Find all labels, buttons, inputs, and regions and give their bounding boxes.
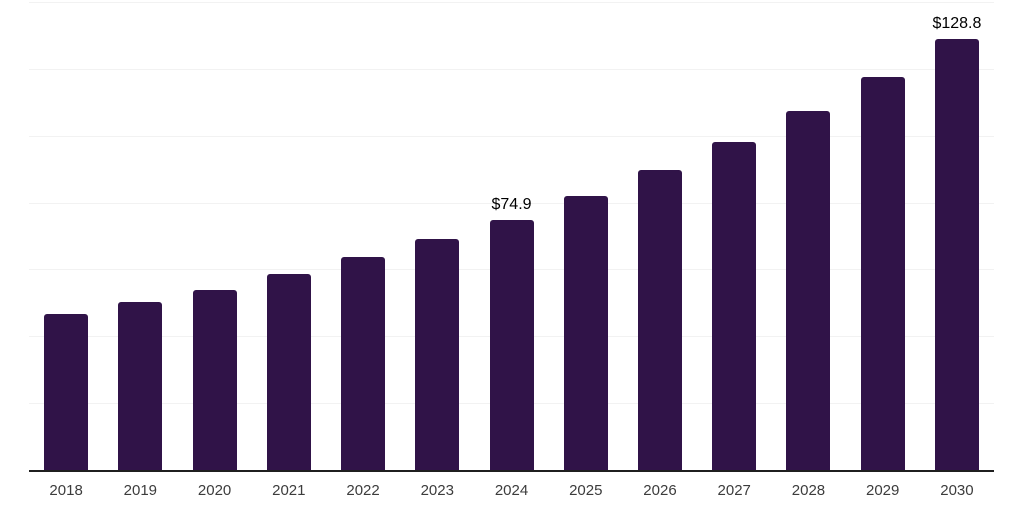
bar-2030: [934, 39, 979, 470]
gridline-120: [29, 68, 994, 70]
bar-value-label-2024: $74.9: [491, 195, 532, 213]
x-tick-label-2022: 2022: [346, 482, 380, 499]
x-tick-label-2020: 2020: [197, 482, 232, 499]
bar-value-label-2030: $128.8: [932, 15, 982, 33]
x-tick-label-2026: 2026: [643, 482, 677, 499]
x-tick-label-2019: 2019: [123, 482, 158, 499]
bar-2024: [489, 219, 534, 470]
bar-2022: [341, 257, 386, 470]
bar-cell-2026: [623, 2, 697, 470]
bar-2021: [266, 274, 311, 470]
bar-2019: [118, 302, 163, 470]
x-tick-label-2023: 2023: [420, 482, 454, 499]
bar-2018: [44, 313, 89, 470]
gridline-100: [29, 135, 994, 137]
x-tick-label-2027: 2027: [717, 482, 751, 499]
plot-area: $74.9 $128.8: [29, 2, 994, 472]
bar-2029: [860, 76, 905, 470]
bar-2025: [563, 195, 608, 470]
bar-cell-2019: [103, 2, 177, 470]
bar-cell-2029: [846, 2, 920, 470]
gridline-80: [29, 202, 994, 204]
gridline-140: [29, 2, 994, 3]
x-tick-label-2025: 2025: [569, 482, 603, 499]
bar-cell-2028: [771, 2, 845, 470]
bar-cell-2021: [252, 2, 326, 470]
bars-container: $74.9 $128.8: [29, 2, 994, 470]
x-tick-label-2018: 2018: [49, 482, 83, 499]
bar-cell-2023: [400, 2, 474, 470]
bar-2028: [786, 111, 831, 470]
bar-cell-2025: [549, 2, 623, 470]
x-tick-label-2021: 2021: [272, 482, 306, 499]
bar-cell-2024: $74.9: [474, 2, 548, 470]
bar-cell-2018: [29, 2, 103, 470]
x-tick-label-2029: 2029: [866, 482, 900, 499]
bar-cell-2030: $128.8: [920, 2, 994, 470]
x-tick-label-2030: 2030: [940, 482, 974, 499]
bar-cell-2022: [326, 2, 400, 470]
x-axis-line: [29, 470, 994, 472]
bar-2020: [192, 290, 237, 470]
bar-2027: [712, 141, 757, 470]
bar-2026: [637, 170, 682, 470]
bar-cell-2027: [697, 2, 771, 470]
x-tick-label-2028: 2028: [791, 482, 826, 499]
bar-2023: [415, 239, 460, 470]
x-tick-label-2024: 2024: [494, 482, 529, 499]
bar-cell-2020: [177, 2, 251, 470]
x-axis-labels: 2018 2019 2020 2021 2022 2023 2024 2025 2026 2027…: [29, 470, 994, 512]
